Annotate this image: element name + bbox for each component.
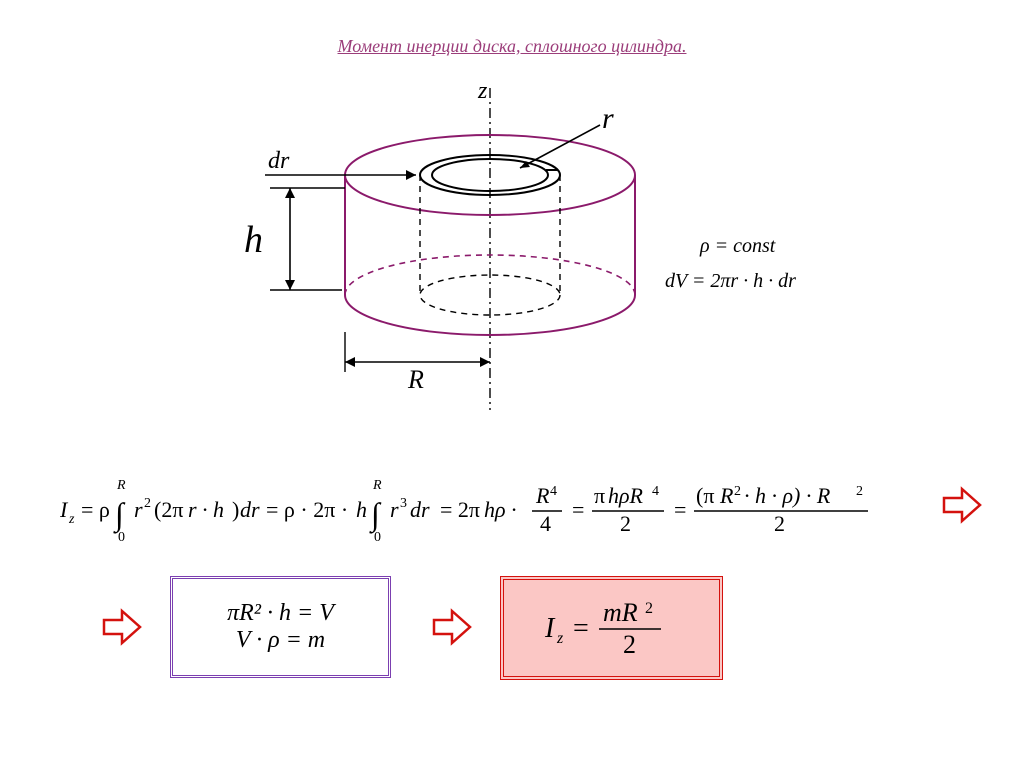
derivation-svg: I z = ρ R ∫ 0 r 2 (2π r · h ) dr = ρ · 2…	[60, 475, 960, 547]
svg-text:2: 2	[620, 511, 631, 536]
svg-text:2: 2	[144, 496, 151, 511]
svg-text:dr: dr	[410, 497, 430, 522]
svg-text:=: =	[573, 613, 589, 644]
svg-text:hρR: hρR	[608, 483, 644, 508]
svg-text:I: I	[60, 497, 69, 522]
svg-text:r: r	[134, 497, 143, 522]
svg-text:4: 4	[550, 484, 557, 499]
svg-text:(π: (π	[696, 483, 714, 508]
svg-text:0: 0	[118, 530, 125, 545]
svg-text:dr: dr	[240, 497, 260, 522]
svg-text:= ρ · 2π ·: = ρ · 2π ·	[266, 497, 348, 522]
eq-dV: dV = 2πr · h · dr	[665, 270, 796, 293]
derivation: I z = ρ R ∫ 0 r 2 (2π r · h ) dr = ρ · 2…	[60, 475, 960, 553]
R-arrow-left	[345, 357, 355, 367]
box-line2: V · ρ = m	[236, 627, 325, 654]
eq-rho: ρ = const	[700, 235, 775, 258]
svg-text:R: R	[719, 483, 734, 508]
svg-text:R: R	[372, 478, 382, 493]
box-line1: πR² · h = V	[227, 600, 334, 627]
svg-text:(2π: (2π	[154, 497, 183, 522]
arrow-icon	[940, 483, 984, 527]
svg-text:4: 4	[652, 484, 659, 499]
svg-text:= ρ: = ρ	[81, 497, 110, 522]
R-arrow-right	[480, 357, 490, 367]
label-R: R	[407, 365, 424, 394]
cylinder-svg: z r dr h	[230, 80, 650, 420]
svg-text:R: R	[116, 478, 126, 493]
svg-text:mR: mR	[603, 598, 638, 627]
h-arrow-top	[285, 188, 295, 198]
svg-text:π: π	[594, 483, 605, 508]
dr-arrowhead	[406, 170, 416, 180]
arrow-icon	[100, 605, 144, 649]
result-box: I z = mR 2 2	[500, 576, 723, 680]
svg-text:· h · ρ) · R: · h · ρ) · R	[744, 483, 831, 508]
svg-text:I: I	[544, 613, 556, 644]
svg-text:z: z	[556, 630, 564, 647]
eq-rho-text: ρ = const	[700, 235, 775, 257]
svg-text:2: 2	[645, 600, 653, 617]
svg-text:r: r	[390, 497, 399, 522]
svg-text:h: h	[356, 497, 367, 522]
eq-dV-text: dV = 2πr · h · dr	[665, 270, 796, 292]
label-z: z	[477, 80, 488, 104]
volume-mass-box: πR² · h = V V · ρ = m	[170, 576, 391, 678]
svg-text:0: 0	[374, 530, 381, 545]
boxes-row: πR² · h = V V · ρ = m I z = mR 2 2	[60, 570, 960, 710]
label-r: r	[602, 102, 614, 135]
arrow-icon	[430, 605, 474, 649]
result-formula: I z = mR 2 2	[527, 593, 697, 663]
svg-text:= 2π: = 2π	[440, 497, 480, 522]
svg-text:2: 2	[734, 484, 741, 499]
svg-text:2: 2	[623, 630, 636, 659]
svg-text:4: 4	[540, 511, 551, 536]
label-h: h	[244, 219, 263, 261]
svg-text:∫: ∫	[369, 496, 382, 534]
svg-text:=: =	[572, 497, 584, 522]
svg-text:): )	[232, 497, 239, 522]
svg-text:r · h: r · h	[188, 497, 224, 522]
cylinder-diagram: z r dr h	[230, 80, 650, 420]
svg-text:3: 3	[400, 496, 407, 511]
label-dr: dr	[268, 148, 290, 174]
svg-text:z: z	[68, 512, 75, 527]
svg-text:hρ ·: hρ ·	[484, 497, 517, 522]
svg-text:2: 2	[774, 511, 785, 536]
h-arrow-bot	[285, 280, 295, 290]
svg-text:∫: ∫	[113, 496, 126, 534]
svg-text:R: R	[535, 483, 550, 508]
svg-text:=: =	[674, 497, 686, 522]
svg-text:2: 2	[856, 484, 863, 499]
title-text: Момент инерции диска, сплошного цилиндра…	[338, 36, 687, 56]
page-title: Момент инерции диска, сплошного цилиндра…	[0, 36, 1024, 57]
